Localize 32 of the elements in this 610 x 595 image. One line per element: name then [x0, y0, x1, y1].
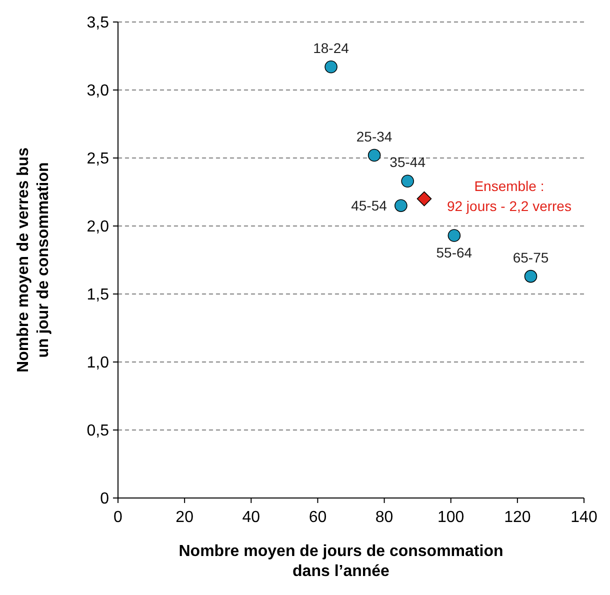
y-tick-label: 3,5: [86, 14, 110, 32]
annotation: 18-24: [313, 40, 350, 56]
y-tick-label: 2,0: [86, 218, 110, 236]
x-tick-label: 80: [375, 509, 394, 526]
x-tick-label: 120: [504, 509, 531, 526]
point: [368, 148, 381, 162]
point: [394, 199, 408, 212]
point: [416, 191, 432, 206]
point: [448, 229, 461, 242]
x-tick-label: 140: [570, 509, 598, 526]
y-tick-label: 1,0: [86, 354, 110, 372]
y-tick-label: 3,0: [86, 82, 110, 100]
x-tick-label: 20: [176, 509, 194, 526]
x-tick-label: 60: [308, 509, 327, 526]
annotation: 55-64: [436, 244, 472, 261]
x-tick-label: 100: [438, 509, 464, 526]
annotation: 35-44: [390, 154, 426, 170]
x-axis-title: Nombre moyen de jours de consommation dans l’année: [178, 543, 504, 580]
point: [401, 174, 414, 188]
x-tick-label: 40: [242, 509, 260, 526]
point: [524, 270, 538, 283]
y-tick-label: 1,5: [86, 286, 110, 304]
y-axis-title: Nombre moyen de verres bus un jour de consommation: [15, 147, 52, 372]
annotation: 25-34: [356, 128, 392, 144]
annotation: 45-54: [351, 198, 388, 214]
y-tick-label: 2,5: [86, 150, 110, 168]
point: [324, 60, 338, 74]
annotation: 65-75: [512, 249, 549, 266]
annotation: Ensemble : 92 jours - 2,2 verres: [446, 178, 572, 214]
x-tick-label: 0: [114, 509, 123, 526]
y-tick-label: 0: [100, 490, 110, 508]
y-tick-label: 0,5: [86, 422, 110, 440]
